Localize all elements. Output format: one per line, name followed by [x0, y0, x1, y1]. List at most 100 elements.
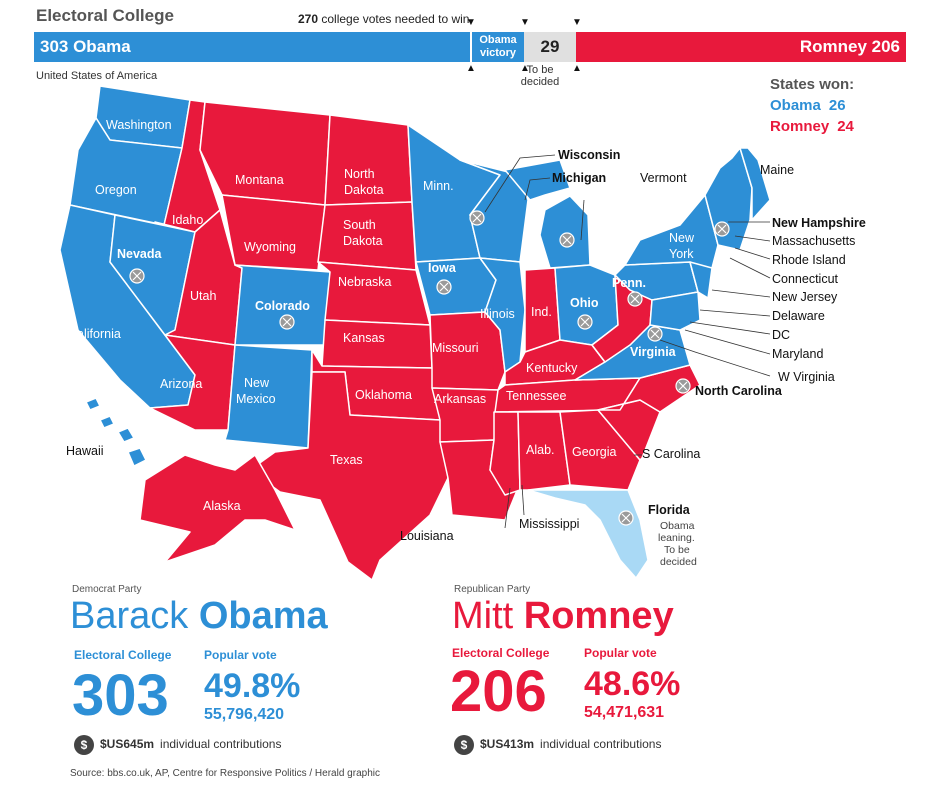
undecided-x-icon: [559, 232, 575, 248]
label-alabama: Alab.: [526, 443, 555, 457]
obama-contrib-amount: $US645m: [100, 737, 155, 752]
label-california: California: [68, 327, 121, 341]
obama-pv-pct: 49.8%: [204, 667, 301, 705]
votes-needed-text: college votes needed to win: [321, 12, 470, 26]
obama-first-name: Barack: [70, 595, 189, 637]
undecided-x-icon: [469, 210, 485, 226]
state-maryland-delaware: [649, 291, 701, 331]
obama-ec-value: 303: [72, 663, 169, 728]
obama-name: Barack Obama: [70, 596, 328, 636]
state-maine: [739, 147, 771, 221]
state-hawaii: [85, 397, 147, 467]
label-new-jersey: New Jersey: [772, 290, 838, 304]
label-maine: Maine: [760, 163, 794, 177]
label-new-hampshire: New Hampshire: [772, 216, 866, 230]
state-new-jersey: [689, 261, 713, 299]
label-north-carolina: North Carolina: [695, 384, 783, 398]
label-washington: Washington: [106, 118, 172, 132]
label-georgia: Georgia: [572, 445, 617, 459]
obama-pv-votes: 55,796,420: [204, 706, 285, 723]
romney-bar-segment: Romney 206: [576, 32, 906, 62]
romney-ec-label: Electoral College: [452, 646, 550, 660]
states-won-obama-label: Obama: [770, 97, 821, 114]
obama-contributions: $ $US645m individual contributions: [74, 735, 281, 755]
marker-triangle-down-icon: ▼: [520, 17, 530, 28]
undecided-x-icon: [675, 378, 691, 394]
obama-pv-label: Popular vote: [204, 648, 277, 662]
undecided-bar-segment: 29: [524, 32, 576, 62]
label-alaska: Alaska: [203, 499, 241, 513]
label-new-york-1: New: [669, 231, 695, 245]
label-florida-note-4: decided: [660, 556, 697, 568]
romney-last-name: Romney: [523, 595, 674, 637]
page-title: Electoral College: [36, 6, 174, 25]
state-wyoming: [221, 194, 326, 271]
label-iowa: Iowa: [428, 261, 457, 275]
label-idaho: Idaho: [172, 213, 203, 227]
marker-triangle-up-icon: ▲: [466, 63, 476, 74]
label-wisconsin: Wisconsin: [558, 148, 620, 162]
states-won-title: States won:: [770, 76, 855, 93]
label-maryland: Maryland: [772, 347, 823, 361]
undecided-x-icon: [627, 291, 643, 307]
obama-bar-segment: 303 Obama: [34, 32, 470, 62]
state-montana: [199, 101, 331, 206]
label-south-carolina: S Carolina: [642, 447, 700, 461]
label-mississippi: Mississippi: [519, 517, 579, 531]
romney-party: Republican Party: [454, 584, 531, 595]
label-new-mexico-2: Mexico: [236, 392, 276, 406]
label-michigan: Michigan: [552, 171, 606, 185]
label-nevada: Nevada: [117, 247, 163, 261]
label-nebraska: Nebraska: [338, 275, 392, 289]
obama-ec-label: Electoral College: [74, 648, 172, 662]
label-west-virginia: W Virginia: [778, 370, 835, 384]
label-dc: DC: [772, 328, 790, 342]
romney-contrib-amount: $US413m: [480, 737, 535, 752]
undecided-x-icon: [279, 314, 295, 330]
label-colorado: Colorado: [255, 299, 310, 313]
state-florida: [527, 489, 649, 579]
undecided-label-line-1: To be: [526, 64, 554, 76]
electoral-vote-bar: 303 Obama Obama victory 29 Romney 206: [34, 32, 906, 62]
votes-needed-number: 270: [298, 12, 319, 26]
label-south-dakota-1: South: [343, 218, 376, 232]
romney-pv-votes: 54,471,631: [584, 704, 665, 721]
label-florida-note-3: To be: [664, 544, 690, 556]
label-oregon: Oregon: [95, 183, 137, 197]
label-illinois: Illinois: [480, 307, 515, 321]
state-colorado: [234, 264, 331, 346]
us-electoral-map: Washington Oregon California Nevada Idah…: [59, 85, 866, 581]
label-north-dakota-1: North: [344, 167, 375, 181]
label-florida-note-1: Obama: [660, 520, 695, 532]
undecided-label-line-2: decided: [520, 76, 560, 88]
label-north-dakota-2: Dakota: [344, 183, 384, 197]
label-arkansas: Arkansas: [434, 392, 486, 406]
marker-triangle-up-icon: ▲: [572, 63, 582, 74]
obama-contrib-text: individual contributions: [160, 737, 282, 752]
label-wyoming: Wyoming: [244, 240, 296, 254]
states-won-romney-label: Romney: [770, 118, 830, 135]
romney-name: Mitt Romney: [452, 596, 674, 636]
dollar-icon: $: [74, 735, 94, 755]
label-oklahoma: Oklahoma: [355, 388, 412, 402]
undecided-x-icon: [577, 314, 593, 330]
label-massachusetts: Massachusetts: [772, 234, 855, 248]
state-alaska: [139, 454, 296, 563]
label-new-mexico-1: New: [244, 376, 270, 390]
obama-last-name: Obama: [198, 595, 328, 637]
marker-triangle-up-icon: ▲: [520, 63, 530, 74]
country-label: United States of America: [36, 70, 158, 82]
romney-first-name: Mitt: [452, 595, 514, 637]
state-nebraska: [317, 261, 431, 326]
label-delaware: Delaware: [772, 309, 825, 323]
states-won-obama: Obama 26: [770, 97, 846, 114]
label-utah: Utah: [190, 289, 216, 303]
romney-pv-pct: 48.6%: [584, 665, 681, 703]
romney-ec-value: 206: [450, 659, 547, 724]
label-florida-note-2: leaning.: [658, 532, 695, 544]
label-new-york-2: York: [669, 247, 694, 261]
label-kentucky: Kentucky: [526, 361, 578, 375]
label-kansas: Kansas: [343, 331, 385, 345]
marker-triangle-down-icon: ▼: [572, 17, 582, 28]
victory-line-1: Obama: [479, 34, 517, 46]
